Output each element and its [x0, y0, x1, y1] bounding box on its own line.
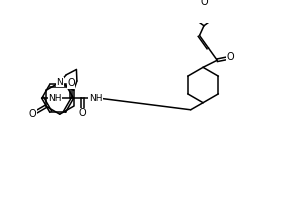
Text: O: O [227, 52, 234, 62]
Text: O: O [79, 108, 86, 118]
Text: NH: NH [48, 94, 62, 103]
Text: O: O [200, 0, 208, 7]
Text: N: N [56, 78, 63, 87]
Text: NH: NH [89, 94, 102, 103]
Text: O: O [28, 109, 36, 119]
Text: O: O [67, 78, 75, 88]
